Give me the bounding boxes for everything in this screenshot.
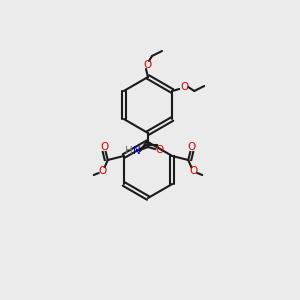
Text: O: O [180,82,188,92]
Text: O: O [155,145,163,155]
Text: H: H [125,146,133,156]
Text: N: N [133,146,141,156]
Text: O: O [189,166,197,176]
Text: O: O [187,142,195,152]
Text: O: O [144,60,152,70]
Text: O: O [100,142,109,152]
Text: O: O [99,166,107,176]
